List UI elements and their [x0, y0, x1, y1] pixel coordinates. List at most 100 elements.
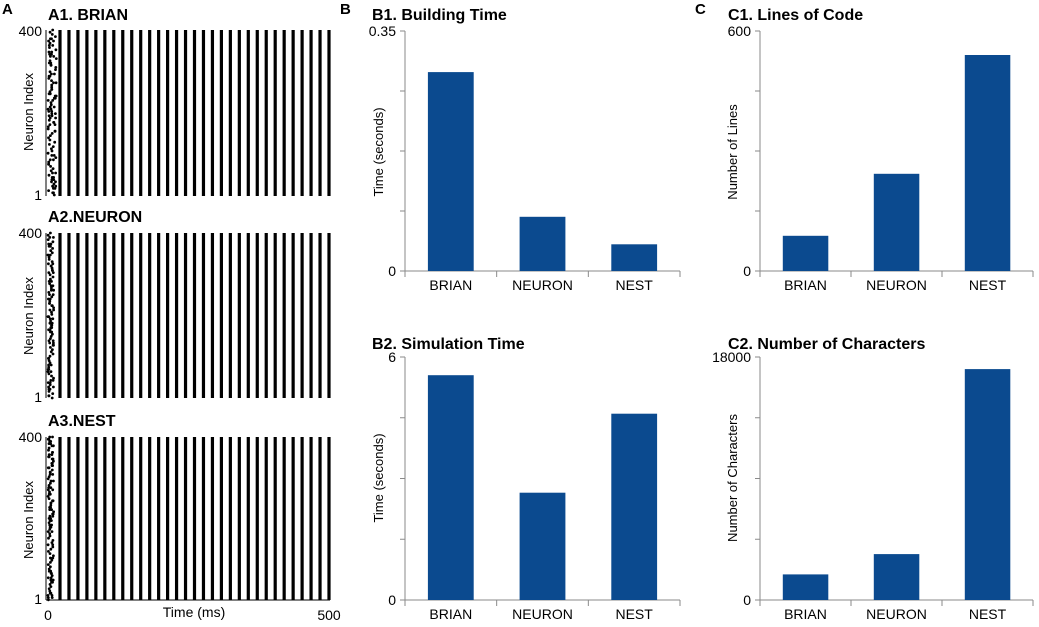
- spike-dot: [49, 363, 53, 367]
- spike-dot: [48, 92, 52, 96]
- spike-dot: [50, 110, 54, 113]
- y-tick-label-bottom: 1: [34, 591, 42, 607]
- spike-dot: [54, 57, 58, 60]
- spike-dot: [48, 583, 52, 586]
- spike-dot: [49, 576, 53, 580]
- spike-dot: [50, 304, 54, 307]
- spike-dot: [53, 187, 57, 190]
- spike-dot: [49, 481, 52, 485]
- spike-dot: [48, 519, 52, 522]
- spike-dot: [50, 453, 54, 456]
- spike-dot: [51, 317, 55, 321]
- spike-dot: [50, 154, 54, 157]
- spike-dot: [54, 94, 58, 98]
- spike-dot: [49, 244, 52, 248]
- spike-dot: [47, 357, 50, 360]
- bar: [964, 55, 1011, 271]
- spike-dot: [46, 488, 50, 492]
- spike-dot: [54, 184, 58, 188]
- spike-dot: [51, 284, 55, 288]
- spike-dot: [48, 473, 52, 476]
- spike-dot: [49, 370, 53, 373]
- bar: [519, 492, 566, 600]
- spike-dot: [49, 569, 53, 573]
- spike-dot: [50, 178, 54, 182]
- spike-dot: [48, 591, 52, 595]
- spike-dot: [54, 35, 57, 38]
- spike-dot: [47, 242, 51, 246]
- spike-dot: [47, 385, 50, 389]
- spike-dot: [47, 44, 51, 47]
- spike-dot: [52, 182, 56, 186]
- bar-chart-b2: B2. Simulation Time Time (seconds) 0 6 BRI…: [371, 336, 681, 622]
- chart-title: A3.NEST: [48, 413, 116, 430]
- spike-dot: [48, 490, 51, 494]
- bar: [782, 574, 829, 600]
- spike-dot: [46, 233, 50, 237]
- category-label: NEURON: [512, 277, 573, 293]
- spike-dot: [47, 497, 51, 500]
- spike-dot: [47, 365, 51, 369]
- bar-chart-c1: C1. Lines of Code Number of Lines 0 600 BR…: [725, 7, 1034, 293]
- spike-dot: [48, 90, 52, 93]
- spike-dot: [48, 528, 52, 531]
- spike-dot: [47, 110, 51, 113]
- spike-dot: [48, 158, 52, 162]
- spike-dot: [50, 280, 53, 283]
- spike-dot: [47, 291, 51, 294]
- spike-dot: [47, 437, 51, 441]
- spike-dot: [50, 468, 54, 472]
- spike-dot: [48, 514, 52, 518]
- spike-dot: [47, 297, 50, 301]
- spike-dot: [49, 63, 53, 67]
- spike-dot: [51, 499, 54, 503]
- category-label: NEURON: [512, 606, 573, 622]
- y-tick-label: 0: [388, 592, 396, 608]
- spike-dot: [50, 594, 54, 597]
- spike-dot: [51, 379, 55, 382]
- spike-dot: [47, 442, 51, 445]
- spike-dot: [51, 488, 55, 492]
- spike-dot: [51, 339, 55, 343]
- spike-dot: [54, 48, 58, 52]
- bar: [873, 173, 920, 271]
- raster-chart-a3: A3.NEST 400 1 Neuron Index 0 500 Time (m…: [19, 413, 341, 623]
- spike-dot: [48, 308, 52, 312]
- spike-dot: [47, 359, 51, 362]
- spike-dot: [49, 107, 53, 111]
- spike-dot: [49, 561, 52, 564]
- spike-dot: [47, 39, 50, 43]
- spike-dot: [46, 495, 50, 498]
- spike-dot: [48, 299, 52, 303]
- spike-dot: [47, 466, 51, 470]
- spike-dot: [48, 41, 52, 45]
- spike-dot: [46, 477, 50, 481]
- spike-dot: [49, 103, 53, 107]
- spike-dot: [49, 440, 53, 443]
- spike-dot: [50, 33, 54, 36]
- spike-dot: [49, 319, 52, 323]
- spike-dot: [48, 105, 52, 109]
- spike-dot: [50, 114, 54, 118]
- spike-dot: [50, 324, 54, 327]
- category-label: BRIAN: [784, 606, 827, 622]
- spike-dot: [47, 587, 51, 591]
- spike-dot: [51, 171, 54, 175]
- spike-dot: [49, 249, 53, 253]
- y-axis-label: Neuron Index: [21, 72, 36, 151]
- spike-dot: [49, 242, 53, 246]
- spike-dot: [48, 435, 52, 439]
- spike-dot: [47, 598, 50, 602]
- spike-dot: [50, 52, 53, 56]
- spike-dot: [46, 238, 50, 242]
- spike-dot: [50, 251, 54, 255]
- spike-dot: [47, 390, 51, 393]
- spike-dot: [52, 121, 55, 124]
- y-tick-label-bottom: 1: [34, 389, 42, 405]
- spike-dot: [50, 180, 53, 184]
- spike-dot: [49, 277, 52, 281]
- spike-dot: [51, 451, 54, 454]
- bar: [427, 72, 474, 271]
- spike-dot: [50, 295, 54, 299]
- spike-dot: [54, 180, 57, 184]
